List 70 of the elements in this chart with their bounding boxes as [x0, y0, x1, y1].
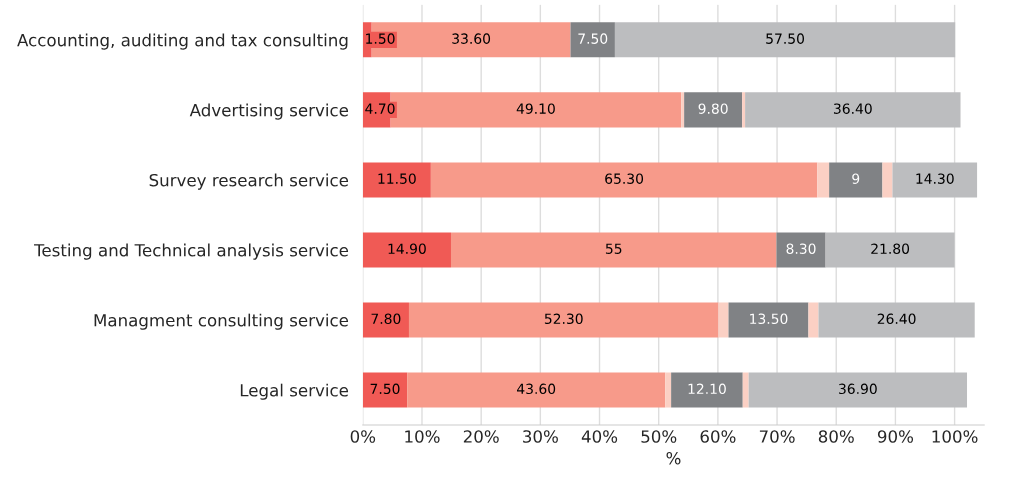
data-label: 8.30	[786, 243, 816, 254]
bar	[745, 92, 961, 128]
y-tick-label: Survey research service	[149, 173, 349, 190]
bar	[362, 162, 431, 198]
x-axis-title: %	[666, 451, 681, 465]
x-tick-label: 40%	[581, 430, 618, 443]
bar	[430, 162, 818, 198]
data-label: 9	[852, 173, 860, 184]
x-tick-label: 80%	[818, 430, 854, 443]
data-label: 36.90	[839, 383, 877, 395]
data-label: 13.50	[750, 313, 788, 325]
data-label: 9.80	[698, 103, 728, 114]
data-label: 7.50	[370, 383, 400, 395]
x-tick-label: 60%	[700, 430, 736, 443]
y-tick-label: Accounting, auditing and tax consulting	[17, 33, 348, 50]
bar	[818, 302, 975, 338]
x-tick-label: 90%	[877, 430, 914, 443]
y-tick-label: Testing and Technical analysis service	[34, 243, 349, 260]
bar	[362, 372, 408, 408]
bar	[882, 162, 893, 198]
bar	[829, 162, 883, 198]
data-label: 11.50	[378, 173, 416, 184]
data-label: 43.60	[517, 383, 556, 395]
bar	[776, 232, 826, 268]
data-label: 65.30	[605, 173, 644, 184]
bar	[684, 92, 743, 128]
x-tick-label: 70%	[759, 430, 795, 443]
bar	[892, 162, 978, 198]
data-label: 7.50	[578, 33, 608, 44]
x-tick-label: 30%	[523, 430, 558, 443]
data-label: 14.30	[916, 173, 954, 184]
y-tick-label: Advertising service	[189, 103, 349, 120]
data-label: 21.80	[871, 243, 910, 254]
bar	[407, 372, 666, 408]
bar	[825, 232, 955, 268]
bar	[742, 92, 746, 128]
x-tick-label: 10%	[405, 430, 440, 443]
bar	[728, 302, 809, 338]
bar	[450, 232, 777, 268]
bar	[614, 22, 956, 58]
bar	[408, 302, 719, 338]
data-label: 36.40	[833, 103, 872, 114]
data-label: 7.80	[371, 313, 401, 325]
data-label: 14.90	[388, 243, 426, 254]
bar	[362, 302, 409, 338]
data-label: 12.10	[688, 383, 726, 395]
bar	[362, 232, 451, 268]
data-label: 57.50	[766, 33, 805, 44]
y-tick-label: Legal service	[240, 383, 349, 400]
x-tick-label: 0%	[350, 430, 376, 443]
bar	[665, 372, 672, 408]
bar	[671, 372, 743, 408]
data-label: 1.50	[366, 33, 395, 44]
data-label: 33.60	[452, 33, 491, 44]
x-tick-label: 100%	[932, 430, 978, 443]
bar	[748, 372, 968, 408]
data-label: 4.70	[365, 103, 395, 114]
x-tick-label: 20%	[463, 430, 499, 443]
bar	[817, 162, 830, 198]
bar	[808, 302, 819, 338]
bar	[570, 22, 615, 58]
bar	[681, 92, 685, 128]
bar	[718, 302, 729, 338]
data-label: 26.40	[877, 313, 916, 325]
data-label: 52.30	[544, 313, 583, 325]
bar	[742, 372, 749, 408]
data-label: 49.10	[516, 103, 555, 114]
data-label: 55	[605, 243, 622, 254]
x-tick-label: 50%	[641, 430, 677, 443]
y-tick-label: Managment consulting service	[94, 313, 349, 330]
